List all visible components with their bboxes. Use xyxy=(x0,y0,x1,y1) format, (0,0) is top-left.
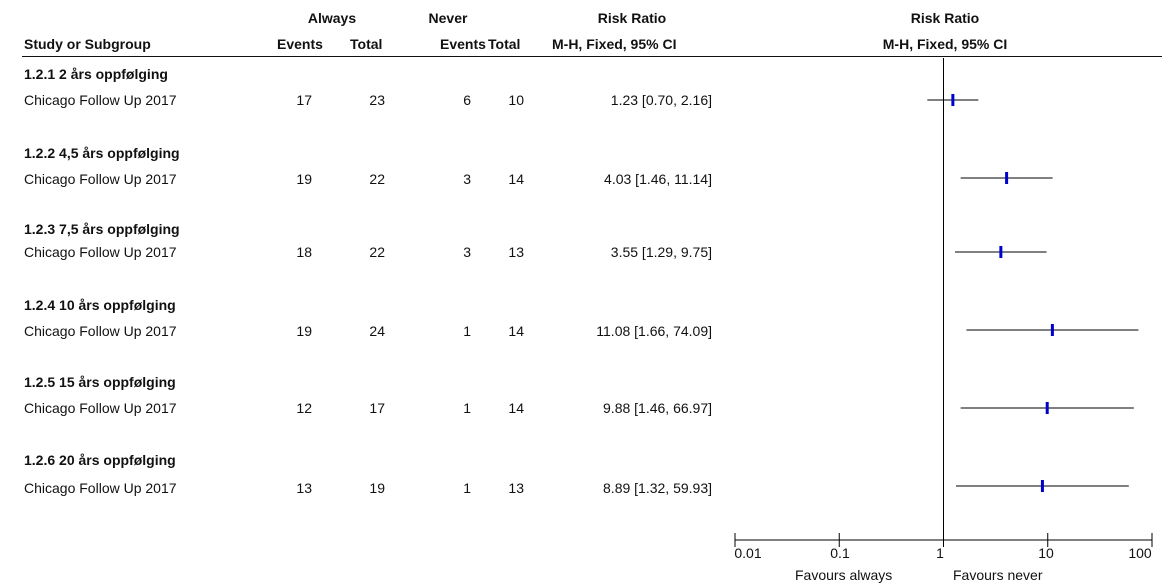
point-estimate xyxy=(951,94,955,106)
point-estimate xyxy=(1045,402,1049,414)
cell-ci: 1.23 [0.70, 2.16] xyxy=(610,92,712,108)
events1-header: Events xyxy=(277,36,323,52)
cell-ev1: 17 xyxy=(296,92,312,108)
point-estimate xyxy=(1050,324,1054,336)
group1-header: Always xyxy=(307,10,357,26)
cell-ev1: 19 xyxy=(296,171,312,187)
plot-title: Risk Ratio xyxy=(910,10,980,26)
cell-ev2: 6 xyxy=(463,92,471,108)
favours-always-label: Favours always xyxy=(795,567,893,583)
plot-method: M-H, Fixed, 95% CI xyxy=(882,36,1008,52)
cell-tot2: 14 xyxy=(508,400,524,416)
cell-ci: 8.89 [1.32, 59.93] xyxy=(603,480,712,496)
point-estimate xyxy=(999,246,1003,258)
tick-label: 0.01 xyxy=(734,545,762,561)
group2-header: Never xyxy=(428,10,468,26)
study-name: Chicago Follow Up 2017 xyxy=(24,244,177,260)
subgroup-title: 1.2.6 20 års oppfølging xyxy=(24,452,176,468)
cell-tot2: 13 xyxy=(508,244,524,260)
cell-tot2: 10 xyxy=(508,92,524,108)
cell-tot1: 23 xyxy=(369,92,385,108)
cell-ev2: 3 xyxy=(463,244,471,260)
cell-ci: 9.88 [1.46, 66.97] xyxy=(603,400,712,416)
subgroup-title: 1.2.1 2 års oppfølging xyxy=(24,66,168,82)
cell-ev2: 1 xyxy=(463,480,471,496)
cell-tot2: 13 xyxy=(508,480,524,496)
cell-ev1: 18 xyxy=(296,244,312,260)
cell-ci: 4.03 [1.46, 11.14] xyxy=(604,171,712,187)
events2-header: Events xyxy=(440,36,486,52)
favours-never-label: Favours never xyxy=(953,567,1043,583)
cell-tot1: 19 xyxy=(369,480,385,496)
tick-label: 1 xyxy=(936,545,944,561)
subgroup-title: 1.2.3 7,5 års oppfølging xyxy=(24,221,180,237)
tick-label: 0.1 xyxy=(830,545,850,561)
cell-tot1: 24 xyxy=(369,323,385,339)
rr-header: Risk Ratio xyxy=(597,10,667,26)
cell-ci: 3.55 [1.29, 9.75] xyxy=(610,244,712,260)
cell-ev2: 1 xyxy=(463,400,471,416)
cell-tot2: 14 xyxy=(508,323,524,339)
total1-header: Total xyxy=(350,36,383,52)
point-estimate xyxy=(1040,480,1044,492)
study-name: Chicago Follow Up 2017 xyxy=(24,400,177,416)
cell-ev2: 1 xyxy=(463,323,471,339)
cell-ci: 11.08 [1.66, 74.09] xyxy=(596,323,712,339)
subgroup-title: 1.2.4 10 års oppfølging xyxy=(24,297,176,313)
subgroup-title: 1.2.5 15 års oppfølging xyxy=(24,374,176,390)
cell-tot2: 14 xyxy=(508,171,524,187)
rr-method-header: M-H, Fixed, 95% CI xyxy=(552,36,677,52)
cell-ev1: 19 xyxy=(296,323,312,339)
cell-tot1: 22 xyxy=(369,244,385,260)
cell-tot1: 17 xyxy=(369,400,385,416)
cell-ev1: 12 xyxy=(296,400,312,416)
study-name: Chicago Follow Up 2017 xyxy=(24,480,177,496)
study-name: Chicago Follow Up 2017 xyxy=(24,171,177,187)
tick-label: 100 xyxy=(1128,545,1152,561)
cell-tot1: 22 xyxy=(369,171,385,187)
study-name: Chicago Follow Up 2017 xyxy=(24,323,177,339)
tick-label: 10 xyxy=(1038,545,1054,561)
study-column-header: Study or Subgroup xyxy=(24,36,151,52)
study-name: Chicago Follow Up 2017 xyxy=(24,92,177,108)
cell-ev2: 3 xyxy=(463,171,471,187)
header-divider xyxy=(22,56,1162,57)
point-estimate xyxy=(1005,172,1009,184)
total2-header: Total xyxy=(488,36,521,52)
cell-ev1: 13 xyxy=(296,480,312,496)
subgroup-title: 1.2.2 4,5 års oppfølging xyxy=(24,145,180,161)
